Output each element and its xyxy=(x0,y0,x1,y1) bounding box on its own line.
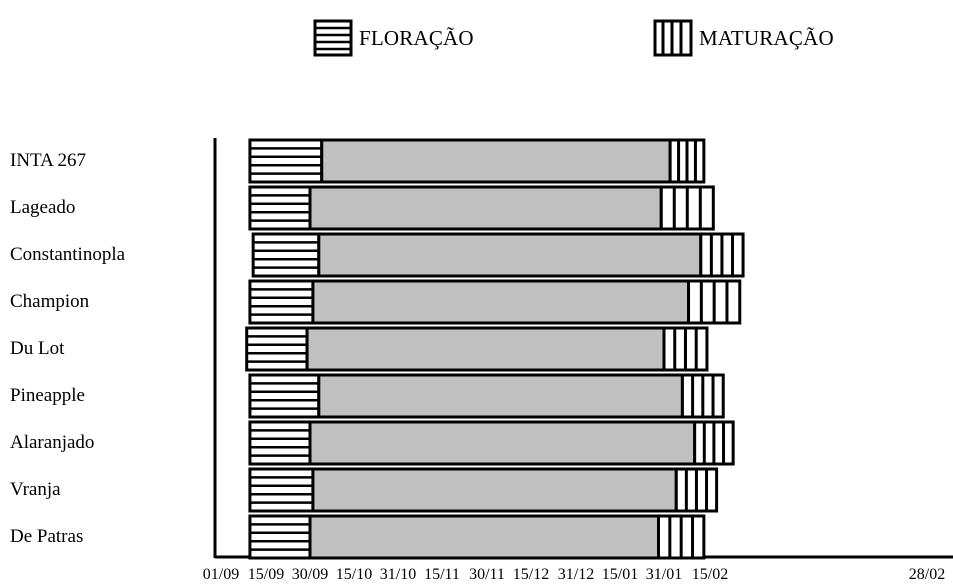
x-tick-label: 31/01 xyxy=(645,566,683,583)
bar-row xyxy=(245,326,709,372)
x-tick-label: 01/09 xyxy=(202,566,240,583)
legend-label-floracao: FLORAÇÃO xyxy=(359,25,474,50)
floracao-bar xyxy=(248,138,324,184)
floracao-bar xyxy=(248,420,312,466)
x-tick-label: 15/10 xyxy=(335,566,373,583)
legend-label-maturacao: MATURAÇÃO xyxy=(699,25,834,50)
growth-bar xyxy=(308,185,663,231)
category-label: Champion xyxy=(10,291,90,312)
floracao-bar xyxy=(248,373,321,419)
growth-bar xyxy=(311,467,678,513)
x-tick-label: 30/11 xyxy=(469,566,505,583)
legend-item-maturacao: MATURAÇÃO xyxy=(653,18,834,58)
bar-row xyxy=(248,185,715,231)
bar-row xyxy=(248,467,719,513)
x-tick-label: 31/10 xyxy=(379,566,417,583)
growth-bar xyxy=(317,373,684,419)
bar-row xyxy=(248,420,735,466)
growth-bar xyxy=(317,232,703,278)
growth-bar xyxy=(308,514,660,560)
bar-row xyxy=(248,279,742,325)
category-label: Du Lot xyxy=(10,338,65,359)
floracao-swatch-icon xyxy=(313,19,353,57)
floracao-bar xyxy=(251,232,321,278)
category-label: INTA 267 xyxy=(10,150,87,171)
x-tick-label: 15/09 xyxy=(247,566,285,583)
growth-bar xyxy=(320,138,672,184)
category-label: De Patras xyxy=(10,526,84,547)
category-label: Vranja xyxy=(10,479,61,500)
category-label: Pineapple xyxy=(10,385,85,406)
growth-bar xyxy=(305,326,666,372)
x-tick-label: 30/09 xyxy=(291,566,329,583)
x-tick-label: 15/12 xyxy=(512,566,550,583)
floracao-bar xyxy=(248,279,315,325)
category-label: Alaranjado xyxy=(10,432,95,453)
category-label: Constantinopla xyxy=(10,244,126,265)
bar-row xyxy=(248,514,706,560)
growth-bar xyxy=(308,420,697,466)
x-tick-label: 31/12 xyxy=(557,566,595,583)
floracao-bar xyxy=(245,326,309,372)
x-tick-label: 15/01 xyxy=(601,566,639,583)
bar-row xyxy=(248,138,706,184)
legend-item-floracao: FLORAÇÃO xyxy=(313,18,474,58)
maturacao-swatch-icon xyxy=(653,19,693,57)
x-tick-label: 15/11 xyxy=(424,566,460,583)
category-label: Lageado xyxy=(10,197,76,218)
bar-row xyxy=(251,232,745,278)
floracao-bar xyxy=(248,185,312,231)
x-tick-label: 28/02 xyxy=(908,566,946,583)
floracao-bar xyxy=(248,514,312,560)
floracao-bar xyxy=(248,467,315,513)
x-tick-label: 15/02 xyxy=(691,566,729,583)
growth-bar xyxy=(311,279,691,325)
bar-row xyxy=(248,373,725,419)
